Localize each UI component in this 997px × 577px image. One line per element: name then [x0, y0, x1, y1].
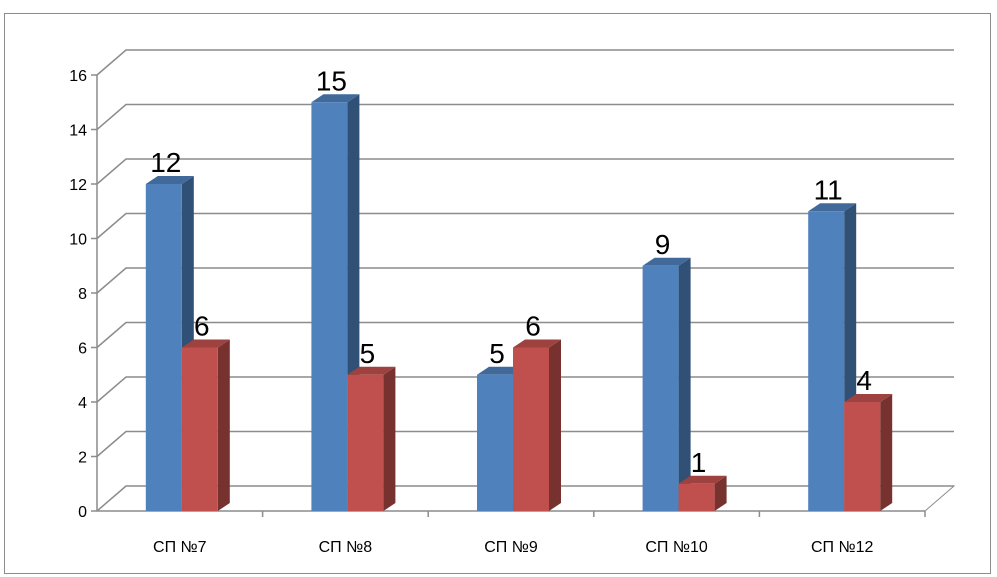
bar-side	[383, 366, 396, 511]
y-tick-label: 8	[78, 286, 87, 303]
bar-front	[477, 374, 513, 511]
bar-top	[642, 257, 691, 266]
bar-top	[844, 394, 893, 402]
category-label: СП №10	[645, 539, 708, 556]
y-tick-label: 6	[78, 341, 87, 358]
bar	[678, 475, 727, 511]
y-tick-label: 0	[78, 504, 87, 521]
gridline	[96, 49, 954, 76]
bars	[145, 94, 893, 511]
bar-front	[844, 402, 881, 511]
data-label: 12	[150, 147, 181, 178]
data-label: 6	[525, 311, 541, 342]
bar	[513, 339, 561, 511]
bar-top	[513, 339, 561, 348]
bar-front	[347, 374, 384, 511]
bar-front	[678, 483, 715, 511]
y-tick-label: 16	[69, 68, 87, 85]
bar-side	[549, 339, 561, 511]
y-axis-tick-labels: 0 2 4 6 8 10 12 14 16	[69, 68, 87, 521]
data-label: 6	[194, 311, 210, 342]
y-tick-label: 12	[69, 177, 87, 194]
y-tick-label: 2	[78, 450, 87, 467]
bar-top	[347, 366, 396, 375]
y-tick-label: 14	[69, 123, 87, 140]
data-label: 11	[814, 174, 843, 205]
bar	[181, 339, 230, 511]
bar-top	[808, 203, 857, 212]
bar-side	[714, 475, 727, 511]
x-axis-category-labels: СП №7 СП №8 СП №9 СП №10 СП №12	[153, 539, 874, 556]
bar	[642, 257, 691, 511]
y-tick-label: 10	[69, 232, 87, 249]
bar-front	[642, 265, 679, 511]
bar-front	[513, 347, 549, 511]
data-label: 9	[655, 229, 671, 260]
bar-side	[678, 257, 691, 511]
category-label: СП №8	[319, 539, 373, 556]
data-label: 15	[316, 65, 347, 96]
bar-side	[880, 394, 893, 511]
bar-top	[311, 94, 360, 103]
y-tick-label: 4	[78, 395, 87, 412]
bar-top	[181, 339, 230, 348]
data-label: 4	[856, 365, 872, 396]
gridline	[96, 212, 954, 240]
category-label: СП №9	[484, 539, 538, 556]
bar-front	[311, 102, 348, 511]
category-label: СП №12	[811, 539, 874, 556]
bar-front	[808, 211, 845, 511]
bar-top	[145, 176, 194, 184]
gridline	[96, 158, 954, 185]
bar	[844, 394, 893, 511]
data-label: 1	[691, 447, 707, 478]
data-label: 5	[360, 338, 376, 369]
gridline	[96, 103, 954, 131]
bar-top	[678, 475, 727, 484]
bar	[347, 366, 396, 511]
bar-front	[181, 347, 218, 511]
bar-side	[217, 339, 230, 511]
category-label: СП №7	[153, 539, 207, 556]
bar-front	[145, 184, 182, 511]
data-label: 5	[489, 338, 505, 369]
